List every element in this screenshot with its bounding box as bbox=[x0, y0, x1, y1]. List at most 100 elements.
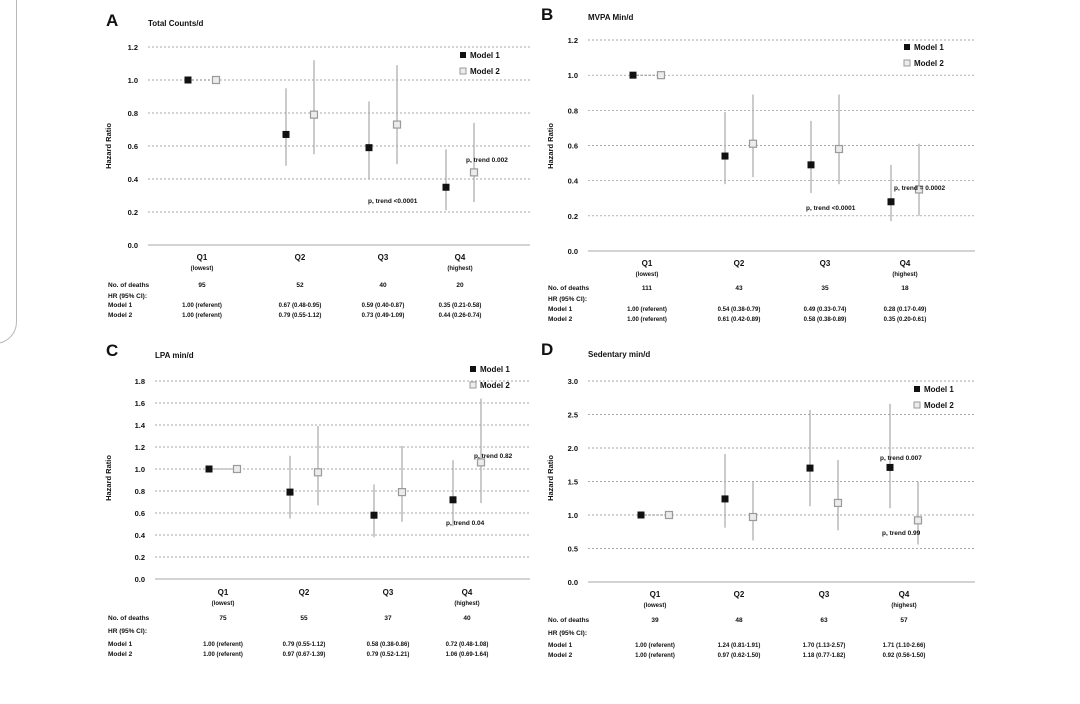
y-axis-label: Hazard Ratio bbox=[546, 123, 555, 169]
legend-marker-model2 bbox=[903, 59, 911, 67]
model2-row-label: Model 2 bbox=[108, 312, 133, 319]
model2-point bbox=[833, 498, 843, 508]
model2-point bbox=[914, 185, 924, 194]
trend-annotation: p, trend 0.82 bbox=[474, 453, 513, 460]
y-tick-label: 0.2 bbox=[128, 208, 138, 217]
model1-hr-value: 0.59 (0.40-0.87) bbox=[362, 303, 405, 309]
deaths-value: 43 bbox=[735, 285, 743, 292]
y-tick-label: 0.4 bbox=[135, 531, 146, 540]
deaths-value: 40 bbox=[463, 615, 471, 622]
model1-hr-value: 1.00 (referent) bbox=[627, 307, 667, 313]
model2-point bbox=[834, 144, 844, 154]
legend-marker-model1 bbox=[904, 44, 910, 50]
model2-hr-value: 0.61 (0.42-0.89) bbox=[718, 317, 761, 323]
model1-hr-value: 1.70 (1.13-2.57) bbox=[803, 643, 846, 649]
y-tick-label: 0.5 bbox=[568, 545, 578, 554]
model2-hr-value: 0.44 (0.26-0.74) bbox=[439, 313, 482, 319]
model1-point bbox=[286, 488, 294, 496]
x-tick-label: Q4 bbox=[900, 259, 911, 268]
model2-point bbox=[211, 75, 221, 85]
model1-hr-value: 0.49 (0.33-0.74) bbox=[804, 307, 847, 313]
panel-title: Sedentary min/d bbox=[588, 350, 650, 359]
deaths-value: 111 bbox=[642, 285, 653, 292]
model2-hr-value: 0.35 (0.20-0.61) bbox=[884, 317, 927, 323]
model2-hr-value: 0.92 (0.56-1.50) bbox=[883, 653, 926, 659]
hr-row-header: HR (95% CI): bbox=[548, 296, 587, 303]
y-axis-label: Hazard Ratio bbox=[546, 455, 555, 501]
x-tick-sublabel: (lowest) bbox=[191, 266, 214, 272]
x-tick-label: Q3 bbox=[820, 259, 831, 268]
model2-point bbox=[664, 510, 674, 520]
panel-d: D Sedentary min/d 0.0 0.5 1.0 1.5 2.0 2.5 3.0 Haz… bbox=[541, 340, 975, 659]
model2-point bbox=[232, 464, 242, 474]
model1-point bbox=[806, 464, 814, 472]
model2-point bbox=[309, 110, 319, 119]
model1-point bbox=[442, 183, 450, 191]
trend-annotation: p, trend 0.007 bbox=[880, 455, 922, 462]
x-tick-label: Q2 bbox=[295, 253, 306, 262]
trend-annotation: p, trend 0.99 bbox=[882, 530, 921, 537]
panel-b: B MVPA Min/d 0.0 0.2 0.4 0.6 0.8 1.0 1.2 Hazard R… bbox=[541, 5, 975, 323]
model2-row-label: Model 2 bbox=[108, 651, 133, 658]
model1-row-label: Model 1 bbox=[548, 306, 573, 313]
x-tick-sublabel: (highest) bbox=[447, 266, 472, 272]
y-tick-label: 0.2 bbox=[568, 212, 578, 221]
deaths-value: 75 bbox=[219, 615, 227, 622]
panel-letter: C bbox=[106, 341, 118, 360]
y-tick-label: 0.0 bbox=[568, 247, 578, 256]
legend-marker-model1 bbox=[914, 386, 920, 392]
x-tick-sublabel: (highest) bbox=[892, 272, 917, 278]
panel-letter: D bbox=[541, 340, 553, 359]
panel-title: MVPA Min/d bbox=[588, 13, 633, 22]
model2-hr-value: 1.00 (referent) bbox=[635, 653, 675, 659]
panel-c: C LPA min/d 0.0 0.2 0.4 0.6 0.8 1.0 1.2 1.4 1.6 1.8… bbox=[104, 341, 530, 658]
model1-hr-value: 0.28 (0.17-0.49) bbox=[884, 307, 927, 313]
model1-point bbox=[807, 161, 815, 169]
x-tick-label: Q4 bbox=[455, 253, 466, 262]
y-tick-label: 1.0 bbox=[568, 511, 578, 520]
x-tick-label: Q3 bbox=[819, 590, 830, 599]
legend-label-model1: Model 1 bbox=[480, 365, 510, 374]
model2-hr-value: 0.79 (0.55-1.12) bbox=[279, 313, 322, 319]
model1-hr-value: 1.00 (referent) bbox=[635, 643, 675, 649]
model1-row-label: Model 1 bbox=[108, 302, 133, 309]
model2-point bbox=[913, 516, 923, 525]
model2-point bbox=[476, 458, 486, 467]
model1-point bbox=[184, 76, 192, 84]
model1-row-label: Model 1 bbox=[108, 641, 133, 648]
model1-point bbox=[721, 495, 729, 503]
legend-label-model2: Model 2 bbox=[924, 401, 954, 410]
model2-hr-value: 0.97 (0.62-1.50) bbox=[718, 653, 761, 659]
model1-point bbox=[282, 130, 290, 138]
model1-point bbox=[365, 144, 373, 152]
y-tick-label: 3.0 bbox=[568, 377, 578, 386]
trend-annotation: p, trend 0.002 bbox=[466, 157, 508, 164]
model1-hr-value: 0.35 (0.21-0.58) bbox=[439, 303, 482, 309]
y-tick-label: 0.8 bbox=[568, 106, 578, 115]
y-tick-label: 1.0 bbox=[128, 76, 138, 85]
model2-point bbox=[748, 139, 758, 148]
x-tick-label: Q2 bbox=[734, 259, 745, 268]
y-axis-label: Hazard Ratio bbox=[104, 123, 113, 169]
trend-annotation: p, trend <0.0001 bbox=[368, 198, 418, 205]
model1-hr-value: 0.67 (0.48-0.95) bbox=[279, 303, 322, 309]
panel-letter: B bbox=[541, 5, 553, 24]
y-tick-label: 1.2 bbox=[128, 43, 138, 52]
hr-row-header: HR (95% CI): bbox=[108, 628, 147, 635]
deaths-value: 37 bbox=[384, 615, 392, 622]
y-tick-label: 0.0 bbox=[568, 578, 578, 587]
deaths-row-label: No. of deaths bbox=[108, 282, 150, 289]
legend-label-model1: Model 1 bbox=[470, 51, 500, 60]
model2-hr-value: 1.00 (referent) bbox=[203, 652, 243, 658]
model1-point bbox=[629, 71, 637, 79]
x-tick-label: Q3 bbox=[383, 588, 394, 597]
model2-hr-value: 0.58 (0.38-0.89) bbox=[804, 317, 847, 323]
x-tick-label: Q1 bbox=[218, 588, 229, 597]
legend-label-model2: Model 2 bbox=[914, 59, 944, 68]
deaths-value: 39 bbox=[651, 617, 659, 624]
model1-hr-value: 1.71 (1.10-2.66) bbox=[883, 643, 926, 649]
model2-point bbox=[656, 71, 666, 80]
model2-hr-value: 1.18 (0.77-1.82) bbox=[803, 653, 846, 659]
y-tick-label: 0.6 bbox=[128, 142, 138, 151]
